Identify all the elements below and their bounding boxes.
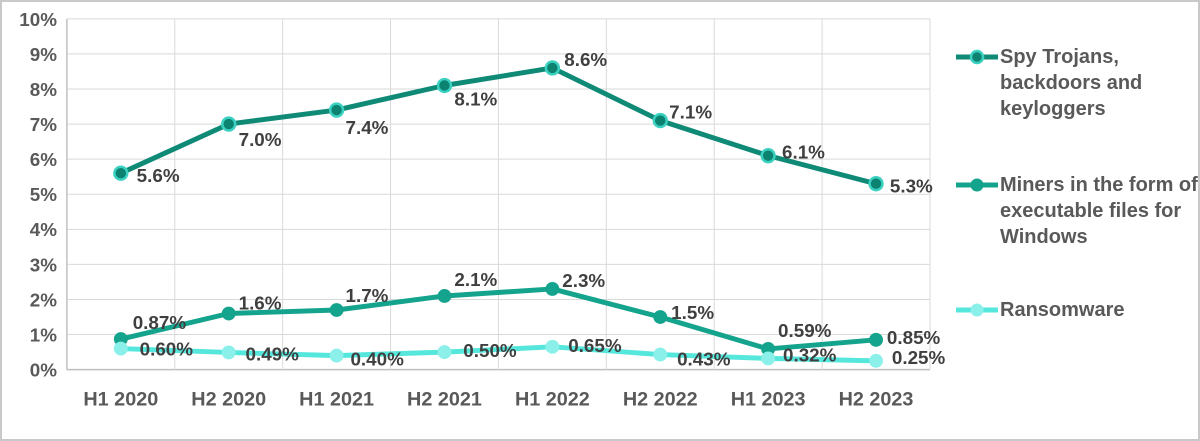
x-axis-category-label: H2 2021: [407, 388, 482, 410]
y-axis-tick-label: 8%: [30, 79, 57, 100]
data-point-marker: [221, 116, 237, 132]
data-point-label: 2.1%: [454, 269, 497, 290]
y-axis-tick-label: 2%: [30, 289, 57, 310]
data-point-marker: [544, 60, 561, 76]
data-point-label: 0.85%: [887, 327, 941, 348]
data-point-marker: [760, 147, 776, 164]
data-point-label: 6.1%: [782, 142, 825, 163]
data-point-label: 0.43%: [677, 348, 731, 369]
legend-line-marker-icon: [956, 49, 998, 65]
y-axis-tick-label: 9%: [30, 44, 57, 65]
data-point-marker: [437, 345, 452, 360]
y-axis-tick-label: 5%: [30, 184, 57, 205]
data-point-label: 1.5%: [671, 302, 714, 323]
data-point-label: 5.3%: [890, 176, 933, 197]
data-point-label: 1.6%: [239, 293, 282, 314]
legend-line-marker-icon: [956, 178, 998, 192]
data-point-marker: [869, 353, 883, 368]
x-axis-category-label: H2 2023: [839, 388, 914, 410]
data-point-label: 8.1%: [454, 88, 497, 109]
series-line-1: [118, 286, 879, 352]
y-axis-tick-label: 10%: [19, 9, 57, 30]
x-axis-category-label: H1 2023: [731, 388, 806, 410]
data-point-label: 0.32%: [783, 344, 837, 365]
legend-marker-dot: [969, 49, 985, 65]
data-point-marker: [869, 332, 883, 347]
data-point-label: 0.50%: [463, 340, 517, 361]
legend-label: Ransomware: [1000, 299, 1125, 321]
legend-item-miners: Miners in the form of executable files f…: [956, 172, 1198, 250]
y-axis-tick-label: 3%: [30, 254, 57, 275]
legend-line-marker-icon: [956, 303, 998, 317]
y-axis-tick-label: 4%: [30, 219, 57, 240]
data-point-label: 7.4%: [346, 117, 389, 138]
x-axis-category-label: H2 2020: [191, 388, 266, 410]
y-axis-tick-label: 6%: [30, 149, 57, 170]
x-axis-category-label: H1 2022: [515, 388, 590, 410]
series-line-0: [118, 65, 879, 187]
data-point-label: 7.0%: [239, 129, 282, 150]
series-line-2: [118, 344, 879, 364]
data-point-label: 5.6%: [137, 165, 180, 186]
data-point-marker: [761, 351, 776, 366]
data-point-label: 0.25%: [892, 347, 946, 368]
x-axis-category-label: H2 2022: [623, 388, 698, 410]
data-point-marker: [652, 112, 668, 129]
data-point-marker: [545, 339, 560, 354]
data-point-marker: [329, 348, 344, 363]
data-point-label: 0.87%: [133, 312, 187, 333]
data-point-marker: [113, 165, 129, 181]
y-axis-tick-label: 0%: [30, 360, 57, 381]
data-point-marker: [653, 347, 668, 362]
data-point-marker: [329, 303, 344, 317]
data-point-marker: [221, 306, 236, 321]
data-point-marker: [545, 282, 560, 296]
x-axis-category-label: H1 2021: [299, 388, 374, 410]
legend-item-spy-trojans: Spy Trojans, backdoors and keyloggers: [956, 44, 1198, 122]
legend-marker-dot: [970, 178, 984, 192]
data-point-label: 0.60%: [140, 339, 194, 360]
y-axis-tick-label: 7%: [30, 114, 57, 135]
legend-label: Spy Trojans, backdoors and keyloggers: [1000, 46, 1143, 120]
legend-label: Miners in the form of executable files f…: [1000, 174, 1198, 248]
legend: Spy Trojans, backdoors and keyloggers Mi…: [956, 2, 1198, 439]
data-point-marker: [437, 289, 452, 303]
x-axis-category-label: H1 2020: [83, 388, 158, 410]
data-point-marker: [113, 341, 128, 356]
data-point-label: 8.6%: [564, 49, 607, 70]
data-point-marker: [653, 310, 668, 324]
data-point-marker: [221, 345, 236, 360]
legend-marker-dot: [970, 303, 984, 317]
legend-item-ransomware: Ransomware: [956, 297, 1198, 323]
data-point-label: 1.7%: [346, 285, 389, 306]
data-point-label: 0.49%: [246, 343, 300, 364]
data-point-marker: [328, 102, 345, 118]
y-axis-tick-label: 1%: [30, 324, 57, 345]
data-point-label: 2.3%: [562, 270, 605, 291]
data-point-label: 0.65%: [568, 335, 622, 356]
data-point-label: 7.1%: [669, 102, 712, 123]
data-point-marker: [436, 77, 453, 94]
data-point-marker: [868, 176, 884, 192]
data-point-label: 0.59%: [778, 320, 832, 341]
data-point-label: 0.40%: [350, 349, 404, 370]
